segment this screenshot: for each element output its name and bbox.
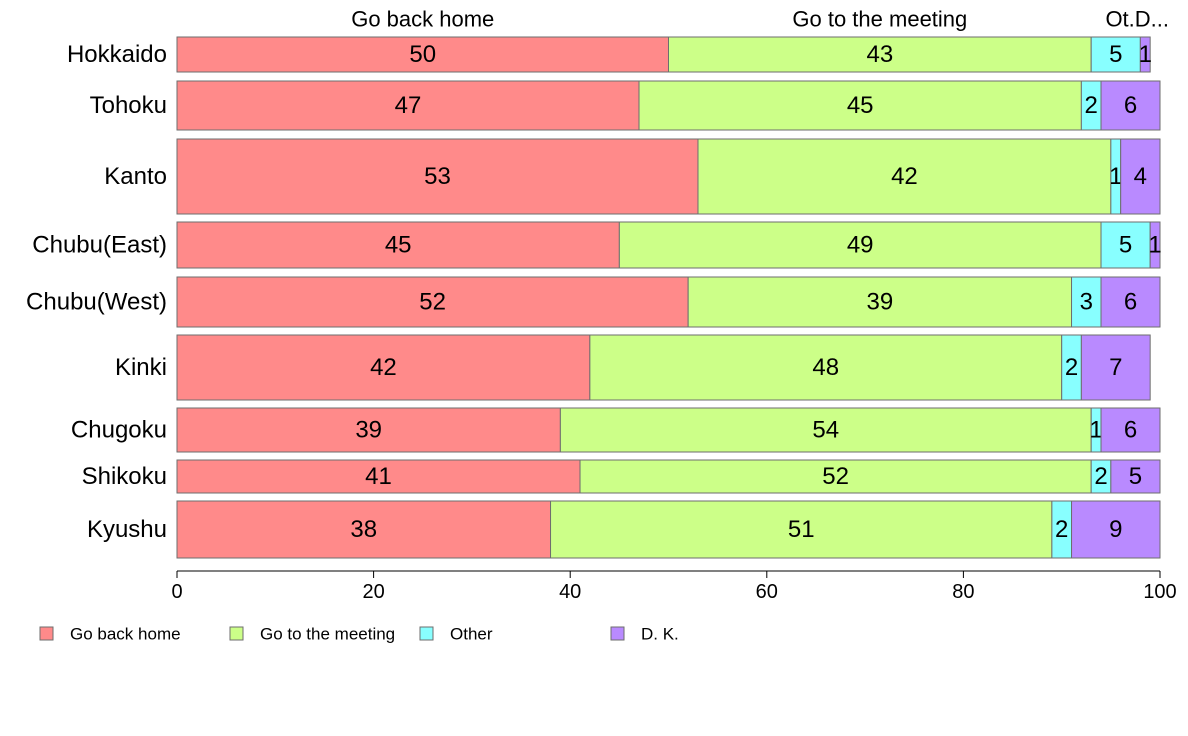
bar-segment-7-0 xyxy=(176,459,581,494)
x-tick-label-0: 0 xyxy=(171,581,182,603)
bar-segment-2-1 xyxy=(697,138,1112,215)
bar-segment-0-3 xyxy=(1139,36,1151,73)
data-label-8-2: 2 xyxy=(1055,516,1068,543)
bar-segment-3-1 xyxy=(618,221,1102,269)
data-label-5-1: 48 xyxy=(812,354,839,381)
legend-swatch-0 xyxy=(39,626,54,641)
data-label-7-3: 5 xyxy=(1129,463,1142,490)
row-label-2: Kanto xyxy=(104,163,167,190)
data-label-5-0: 42 xyxy=(370,354,397,381)
top-label-1: Go to the meeting xyxy=(792,7,967,32)
row-label-8: Kyushu xyxy=(87,516,167,543)
x-tick-label-4: 80 xyxy=(952,581,974,603)
bar-segment-0-0 xyxy=(176,36,669,73)
top-label-0: Go back home xyxy=(351,7,494,32)
bar-segment-5-0 xyxy=(176,334,591,401)
data-label-4-0: 52 xyxy=(419,289,446,316)
bar-segment-4-0 xyxy=(176,276,689,328)
data-label-2-2: 1 xyxy=(1109,163,1122,190)
data-label-6-2: 1 xyxy=(1089,417,1102,444)
top-label-2: Ot.D... xyxy=(1105,7,1169,32)
data-label-5-3: 7 xyxy=(1109,354,1122,381)
bar-segment-5-3 xyxy=(1080,334,1151,401)
data-label-6-1: 54 xyxy=(812,417,839,444)
data-label-0-2: 5 xyxy=(1109,41,1122,68)
x-tick-label-1: 20 xyxy=(362,581,384,603)
data-label-2-3: 4 xyxy=(1134,163,1147,190)
data-label-3-3: 1 xyxy=(1148,232,1161,259)
data-label-4-2: 3 xyxy=(1080,289,1093,316)
bar-segment-4-3 xyxy=(1100,276,1161,328)
legend-swatch-2 xyxy=(419,626,434,641)
data-label-3-0: 45 xyxy=(385,232,412,259)
data-label-1-1: 45 xyxy=(847,92,874,119)
x-tick-label-5: 100 xyxy=(1143,581,1176,603)
data-label-4-1: 39 xyxy=(866,289,893,316)
bar-segment-4-1 xyxy=(687,276,1073,328)
bar-segment-3-3 xyxy=(1149,221,1161,269)
data-label-7-0: 41 xyxy=(365,463,392,490)
bar-segment-8-0 xyxy=(176,500,552,559)
legend-label-3: D. K. xyxy=(641,625,679,644)
data-label-3-2: 5 xyxy=(1119,232,1132,259)
data-label-1-3: 6 xyxy=(1124,92,1137,119)
bar-segment-1-3 xyxy=(1100,80,1161,131)
bar-segment-6-3 xyxy=(1100,407,1161,453)
bar-segment-7-3 xyxy=(1110,459,1161,494)
data-label-7-1: 52 xyxy=(822,463,849,490)
data-label-6-3: 6 xyxy=(1124,417,1137,444)
data-label-1-0: 47 xyxy=(395,92,422,119)
data-label-6-0: 39 xyxy=(355,417,382,444)
data-label-3-1: 49 xyxy=(847,232,874,259)
bar-segment-4-2 xyxy=(1071,276,1102,328)
bar-segment-1-1 xyxy=(638,80,1082,131)
data-label-1-2: 2 xyxy=(1085,92,1098,119)
data-label-0-0: 50 xyxy=(409,41,436,68)
data-label-8-1: 51 xyxy=(788,516,815,543)
legend-label-0: Go back home xyxy=(70,625,181,644)
row-label-3: Chubu(East) xyxy=(32,232,167,259)
row-label-0: Hokkaido xyxy=(67,41,167,68)
bar-segment-6-0 xyxy=(176,407,561,453)
data-label-7-2: 2 xyxy=(1094,463,1107,490)
bar-segment-2-3 xyxy=(1120,138,1161,215)
bar-segment-3-2 xyxy=(1100,221,1151,269)
x-tick-label-2: 40 xyxy=(559,581,581,603)
data-label-0-1: 43 xyxy=(866,41,893,68)
data-label-0-3: 1 xyxy=(1139,41,1152,68)
data-label-2-0: 53 xyxy=(424,163,451,190)
bar-segment-8-1 xyxy=(550,500,1053,559)
bar-segment-2-0 xyxy=(176,138,699,215)
legend-label-1: Go to the meeting xyxy=(260,625,395,644)
data-label-8-0: 38 xyxy=(350,516,377,543)
x-tick-label-3: 60 xyxy=(756,581,778,603)
data-label-8-3: 9 xyxy=(1109,516,1122,543)
row-label-1: Tohoku xyxy=(90,92,167,119)
data-label-4-3: 6 xyxy=(1124,289,1137,316)
bar-segment-5-1 xyxy=(589,334,1063,401)
legend-swatch-3 xyxy=(610,626,625,641)
bar-segment-6-1 xyxy=(559,407,1092,453)
data-label-2-1: 42 xyxy=(891,163,918,190)
data-label-5-2: 2 xyxy=(1065,354,1078,381)
row-label-6: Chugoku xyxy=(71,417,167,444)
legend-label-2: Other xyxy=(450,625,493,644)
bar-segment-0-1 xyxy=(668,36,1092,73)
row-label-4: Chubu(West) xyxy=(26,289,167,316)
row-label-5: Kinki xyxy=(115,354,167,381)
bar-segment-0-2 xyxy=(1090,36,1141,73)
legend-swatch-1 xyxy=(229,626,244,641)
bar-segment-8-3 xyxy=(1071,500,1161,559)
row-label-7: Shikoku xyxy=(82,463,167,490)
